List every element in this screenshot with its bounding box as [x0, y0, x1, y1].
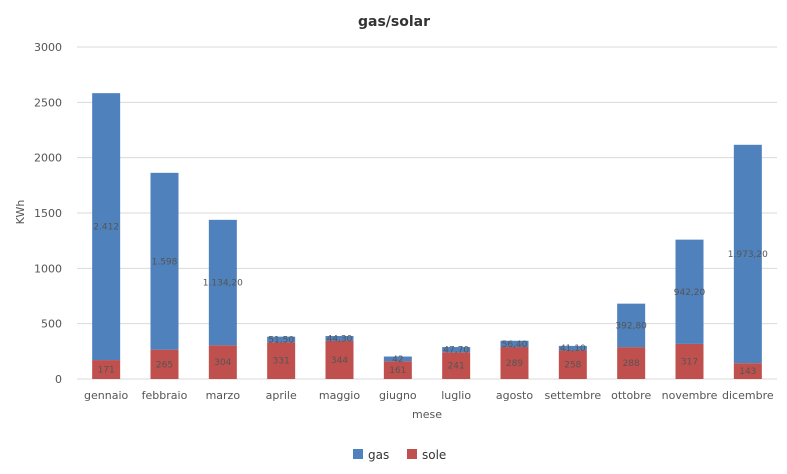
legend-swatch-sole: [407, 449, 417, 459]
data-label-gas: 51,50: [268, 336, 294, 346]
bar-sole-marzo[interactable]: [208, 345, 237, 379]
x-tick-label: ottobre: [611, 389, 651, 402]
bar-gas-maggio[interactable]: [325, 336, 354, 341]
bar-sole-agosto[interactable]: [500, 347, 529, 379]
bar-gas-febbraio[interactable]: [150, 172, 179, 350]
data-label-sole: 265: [156, 360, 173, 370]
bar-gas-aprile[interactable]: [267, 336, 296, 343]
y-tick-label: 1000: [34, 262, 62, 275]
data-label-gas: 392,80: [615, 321, 647, 331]
data-label-sole: 241: [448, 362, 465, 372]
bar-gas-luglio[interactable]: [442, 347, 471, 353]
x-tick-label: gennaio: [84, 389, 128, 402]
y-tick-label: 2000: [34, 152, 62, 165]
x-tick-label: settembre: [545, 389, 602, 402]
x-tick-label: giugno: [379, 389, 417, 402]
legend-label-sole[interactable]: sole: [422, 448, 446, 462]
data-label-gas: 44,30: [327, 334, 353, 344]
data-label-sole: 344: [331, 356, 348, 366]
bar-gas-settembre[interactable]: [558, 345, 587, 351]
bar-sole-ottobre[interactable]: [617, 347, 646, 379]
bar-sole-giugno[interactable]: [383, 361, 412, 379]
bar-gas-dicembre[interactable]: [733, 144, 762, 364]
bar-gas-marzo[interactable]: [208, 219, 237, 346]
legend-label-gas[interactable]: gas: [368, 448, 389, 462]
bar-sole-gennaio[interactable]: [92, 360, 121, 379]
data-label-gas: 1.973,20: [728, 250, 768, 260]
bar-sole-dicembre[interactable]: [733, 363, 762, 379]
data-label-gas: 1.134,20: [203, 279, 243, 289]
x-tick-label: dicembre: [722, 389, 774, 402]
data-label-sole: 331: [273, 357, 290, 367]
data-label-sole: 171: [98, 366, 115, 376]
legend-swatch-gas: [353, 449, 363, 459]
y-tick-label: 500: [41, 318, 62, 331]
y-tick-label: 1500: [34, 207, 62, 220]
x-tick-label: maggio: [319, 389, 360, 402]
bar-sole-maggio[interactable]: [325, 340, 354, 379]
y-tick-label: 3000: [34, 41, 62, 54]
data-labels: 171 2.412 265 1.598 304 1.134,20 331 51,50 344 44…: [93, 223, 768, 377]
y-tick-label: 2500: [34, 96, 62, 109]
data-label-gas: 41,10: [560, 344, 586, 354]
data-label-sole: 288: [623, 359, 640, 369]
bar-gas-ottobre[interactable]: [617, 303, 646, 348]
x-axis-label: mese: [412, 408, 442, 421]
bar-gas-gennaio[interactable]: [92, 93, 121, 361]
data-label-sole: 161: [389, 366, 406, 376]
x-tick-label: luglio: [441, 389, 471, 402]
bar-sole-febbraio[interactable]: [150, 349, 179, 379]
data-label-gas: 42: [392, 355, 403, 365]
x-tick-label: marzo: [206, 389, 241, 402]
bars: [92, 93, 762, 379]
x-tick-label: aprile: [266, 389, 297, 402]
gridlines: [77, 46, 777, 380]
y-axis-ticks: 0 500 1000 1500 2000 2500 3000: [34, 41, 62, 386]
bar-gas-giugno[interactable]: [383, 356, 412, 362]
data-label-gas: 942,20: [674, 288, 706, 298]
x-tick-label: febbraio: [142, 389, 188, 402]
data-label-sole: 304: [214, 358, 231, 368]
data-label-gas: 1.598: [152, 257, 178, 267]
data-label-sole: 258: [564, 361, 581, 371]
data-label-sole: 289: [506, 359, 523, 369]
bar-sole-luglio[interactable]: [442, 352, 471, 379]
bar-gas-novembre[interactable]: [675, 239, 704, 344]
bar-sole-settembre[interactable]: [558, 350, 587, 379]
x-tick-label: agosto: [496, 389, 533, 402]
data-label-gas: 2.412: [93, 223, 119, 233]
chart-title: gas/solar: [358, 14, 430, 30]
x-tick-label: novembre: [662, 389, 718, 402]
data-label-sole: 317: [681, 357, 698, 367]
data-label-gas: 56,40: [502, 340, 528, 350]
bar-gas-agosto[interactable]: [500, 340, 529, 348]
data-label-gas: 47,70: [443, 346, 469, 356]
x-axis-ticks: gennaio febbraio marzo aprile maggio giugno lu…: [84, 389, 774, 402]
bar-sole-aprile[interactable]: [267, 342, 296, 379]
y-tick-label: 0: [55, 373, 62, 386]
y-axis-label: KWh: [14, 200, 27, 225]
legend[interactable]: gas sole: [353, 448, 446, 462]
data-label-sole: 143: [739, 367, 756, 377]
bar-sole-novembre[interactable]: [675, 343, 704, 379]
